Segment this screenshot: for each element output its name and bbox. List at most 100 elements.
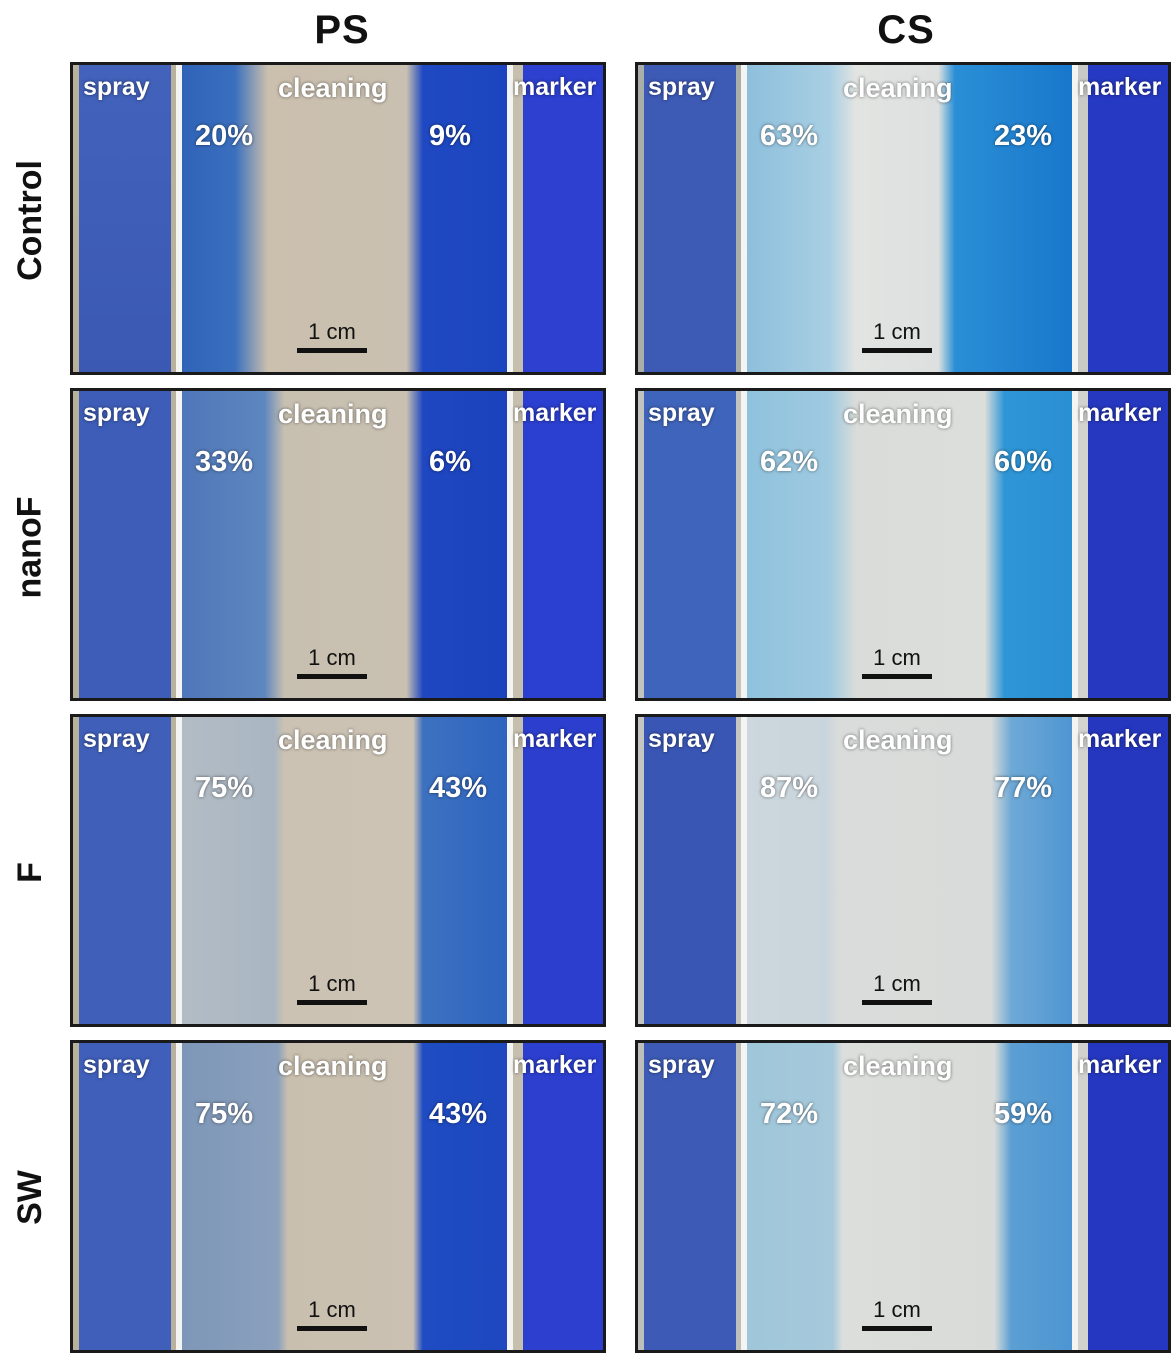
marker-label: marker: [1078, 725, 1162, 753]
divider: [741, 717, 747, 1024]
left-percentage: 63%: [760, 120, 819, 152]
row-label-nanof: nanoF: [10, 496, 49, 599]
cleaning-label: cleaning: [278, 725, 388, 755]
spray-label: spray: [83, 725, 150, 753]
spray-label: spray: [83, 399, 150, 427]
spray-strip: [79, 391, 171, 698]
panel-cs-control: spray cleaning marker 63% 23% 1 cm: [635, 62, 1171, 375]
spray-strip: [644, 391, 736, 698]
right-percentage: 43%: [429, 772, 488, 804]
cleaning-sample: [747, 65, 1077, 372]
left-percentage: 75%: [195, 772, 254, 804]
marker-strip: [1088, 1043, 1168, 1350]
cleaning-label: cleaning: [843, 725, 953, 755]
right-percentage: 23%: [994, 120, 1053, 152]
cleaning-label: cleaning: [843, 73, 953, 103]
scale-bar: 1 cm: [297, 645, 367, 679]
panel-ps-f: spray cleaning marker 75% 43% 1 cm: [70, 714, 606, 1027]
panel-cs-sw: spray cleaning marker 72% 59% 1 cm: [635, 1040, 1171, 1353]
spray-strip: [644, 65, 736, 372]
right-percentage: 6%: [429, 446, 471, 478]
cleaning-sample: [747, 391, 1077, 698]
marker-strip: [1088, 65, 1168, 372]
scale-bar: 1 cm: [862, 645, 932, 679]
right-percentage: 59%: [994, 1098, 1053, 1130]
spray-label: spray: [648, 399, 715, 427]
cleaning-label: cleaning: [278, 73, 388, 103]
panel-cs-f: spray cleaning marker 87% 77% 1 cm: [635, 714, 1171, 1027]
divider: [507, 65, 513, 372]
spray-strip: [644, 717, 736, 1024]
scale-bar: 1 cm: [862, 319, 932, 353]
column-title-cs: CS: [877, 8, 935, 52]
spray-label: spray: [648, 73, 715, 101]
divider: [741, 65, 747, 372]
marker-label: marker: [513, 725, 597, 753]
divider: [1072, 717, 1078, 1024]
row-label-control: Control: [10, 160, 49, 281]
marker-label: marker: [513, 73, 597, 101]
column-title-ps: PS: [314, 8, 370, 52]
row-label-f: F: [10, 862, 49, 883]
marker-strip: [523, 717, 603, 1024]
scale-bar: 1 cm: [297, 1297, 367, 1331]
spray-strip: [79, 1043, 171, 1350]
cleaning-sample: [182, 1043, 512, 1350]
spray-label: spray: [83, 73, 150, 101]
marker-strip: [1088, 717, 1168, 1024]
right-percentage: 60%: [994, 446, 1053, 478]
cleaning-label: cleaning: [843, 399, 953, 429]
divider: [741, 1043, 747, 1350]
marker-strip: [523, 391, 603, 698]
left-percentage: 20%: [195, 120, 254, 152]
divider: [176, 717, 182, 1024]
divider: [1072, 391, 1078, 698]
scale-bar: 1 cm: [297, 971, 367, 1005]
panel-cs-nanof: spray cleaning marker 62% 60% 1 cm: [635, 388, 1171, 701]
marker-label: marker: [513, 399, 597, 427]
left-percentage: 75%: [195, 1098, 254, 1130]
spray-strip: [644, 1043, 736, 1350]
cleaning-label: cleaning: [278, 399, 388, 429]
spray-strip: [79, 65, 171, 372]
marker-label: marker: [513, 1051, 597, 1079]
divider: [176, 65, 182, 372]
spray-label: spray: [648, 725, 715, 753]
scale-bar: 1 cm: [862, 1297, 932, 1331]
marker-label: marker: [1078, 1051, 1162, 1079]
left-percentage: 72%: [760, 1098, 819, 1130]
marker-strip: [523, 65, 603, 372]
divider: [1072, 1043, 1078, 1350]
divider: [1072, 65, 1078, 372]
cleaning-label: cleaning: [843, 1051, 953, 1081]
divider: [507, 1043, 513, 1350]
cleaning-sample: [182, 391, 512, 698]
panel-ps-sw: spray cleaning marker 75% 43% 1 cm: [70, 1040, 606, 1353]
spray-strip: [79, 717, 171, 1024]
marker-label: marker: [1078, 399, 1162, 427]
right-percentage: 43%: [429, 1098, 488, 1130]
cleaning-sample: [182, 717, 512, 1024]
marker-strip: [1088, 391, 1168, 698]
spray-label: spray: [648, 1051, 715, 1079]
right-percentage: 77%: [994, 772, 1053, 804]
divider: [507, 391, 513, 698]
divider: [176, 1043, 182, 1350]
scale-bar: 1 cm: [862, 971, 932, 1005]
right-percentage: 9%: [429, 120, 471, 152]
left-percentage: 62%: [760, 446, 819, 478]
marker-label: marker: [1078, 73, 1162, 101]
panel-ps-nanof: spray cleaning marker 33% 6% 1 cm: [70, 388, 606, 701]
left-percentage: 33%: [195, 446, 254, 478]
cleaning-label: cleaning: [278, 1051, 388, 1081]
cleaning-sample: [182, 65, 512, 372]
row-label-sw: SW: [10, 1170, 49, 1225]
panel-ps-control: spray cleaning marker 20% 9% 1 cm: [70, 62, 606, 375]
marker-strip: [523, 1043, 603, 1350]
divider: [741, 391, 747, 698]
divider: [507, 717, 513, 1024]
left-percentage: 87%: [760, 772, 819, 804]
scale-bar: 1 cm: [297, 319, 367, 353]
cleaning-sample: [747, 717, 1077, 1024]
divider: [176, 391, 182, 698]
